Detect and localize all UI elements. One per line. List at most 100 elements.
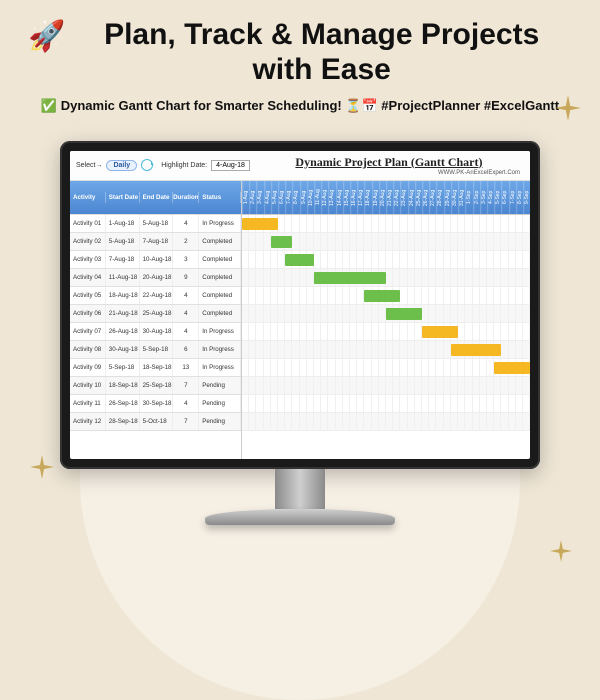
cell-status: Pending [199, 395, 241, 412]
table-row[interactable]: Activity 1228-Sep-185-Oct-187Pending [70, 413, 241, 431]
cell-activity: Activity 12 [70, 413, 106, 430]
gantt-chart: 1-Aug2-Aug3-Aug4-Aug5-Aug6-Aug7-Aug8-Aug… [242, 181, 530, 459]
gantt-row [242, 287, 530, 305]
cell-activity: Activity 03 [70, 251, 106, 268]
cell-activity: Activity 02 [70, 233, 106, 250]
table-row[interactable]: Activity 0830-Aug-185-Sep-186In Progress [70, 341, 241, 359]
page-title: Plan, Track & Manage Projects with Ease [72, 18, 572, 87]
table-row[interactable]: Activity 095-Sep-1818-Sep-1813In Progres… [70, 359, 241, 377]
cell-status: Pending [199, 413, 241, 430]
cell-end: 30-Sep-18 [140, 395, 174, 412]
cell-activity: Activity 08 [70, 341, 106, 358]
gantt-bar[interactable] [451, 344, 501, 356]
table-row[interactable]: Activity 0411-Aug-1820-Aug-189Completed [70, 269, 241, 287]
gantt-row [242, 305, 530, 323]
cell-activity: Activity 01 [70, 215, 106, 232]
cell-start: 26-Sep-18 [106, 395, 140, 412]
cell-status: Completed [199, 305, 241, 322]
monitor-stand-base [205, 509, 395, 525]
cell-duration: 7 [173, 377, 199, 394]
table-row[interactable]: Activity 011-Aug-185-Aug-184In Progress [70, 215, 241, 233]
gantt-row [242, 269, 530, 287]
timeline-day: 3-Sep [480, 181, 487, 214]
cell-status: Completed [199, 287, 241, 304]
cell-start: 18-Sep-18 [106, 377, 140, 394]
site-url: WWW.PK-AnExcelExpert.Com [254, 170, 524, 176]
timeline-day: 23-Aug [400, 181, 407, 214]
gantt-row [242, 413, 530, 431]
cell-duration: 4 [173, 287, 199, 304]
cell-end: 7-Aug-18 [140, 233, 174, 250]
cell-duration: 9 [173, 269, 199, 286]
gantt-bar[interactable] [271, 236, 293, 248]
monitor-stand-neck [275, 469, 325, 509]
gantt-body [242, 215, 530, 459]
cell-duration: 4 [173, 305, 199, 322]
timeline-day: 19-Aug [372, 181, 379, 214]
timeline-day: 3-Aug [256, 181, 263, 214]
table-header: Activity Start Date End Date Duration St… [70, 181, 241, 215]
cell-start: 21-Aug-18 [106, 305, 140, 322]
refresh-icon[interactable] [141, 159, 153, 171]
gantt-bar[interactable] [364, 290, 400, 302]
cell-end: 10-Aug-18 [140, 251, 174, 268]
timeline-day: 8-Aug [292, 181, 299, 214]
timeline-day: 14-Aug [336, 181, 343, 214]
cell-end: 22-Aug-18 [140, 287, 174, 304]
cell-start: 7-Aug-18 [106, 251, 140, 268]
cell-duration: 2 [173, 233, 199, 250]
cell-activity: Activity 06 [70, 305, 106, 322]
table-row[interactable]: Activity 1126-Sep-1830-Sep-184Pending [70, 395, 241, 413]
sparkle-icon [30, 455, 54, 479]
col-start: Start Date [106, 192, 140, 203]
chart-title: Dynamic Project Plan (Gantt Chart) [254, 155, 524, 170]
cell-end: 25-Sep-18 [140, 377, 174, 394]
view-daily-button[interactable]: Daily [106, 160, 137, 171]
table-row[interactable]: Activity 0621-Aug-1825-Aug-184Completed [70, 305, 241, 323]
timeline-day: 29-Aug [444, 181, 451, 214]
timeline-day: 1-Sep [465, 181, 472, 214]
gantt-timeline-header: 1-Aug2-Aug3-Aug4-Aug5-Aug6-Aug7-Aug8-Aug… [242, 181, 530, 215]
gantt-row [242, 251, 530, 269]
activity-table: Activity Start Date End Date Duration St… [70, 181, 242, 459]
cell-duration: 4 [173, 215, 199, 232]
cell-start: 28-Sep-18 [106, 413, 140, 430]
timeline-day: 30-Aug [451, 181, 458, 214]
cell-activity: Activity 04 [70, 269, 106, 286]
cell-start: 5-Aug-18 [106, 233, 140, 250]
gantt-bar[interactable] [314, 272, 386, 284]
gantt-bar[interactable] [422, 326, 458, 338]
cell-duration: 13 [173, 359, 199, 376]
cell-activity: Activity 07 [70, 323, 106, 340]
cell-start: 11-Aug-18 [106, 269, 140, 286]
timeline-day: 20-Aug [379, 181, 386, 214]
select-label: Select→ [76, 162, 102, 169]
cell-activity: Activity 10 [70, 377, 106, 394]
highlight-date-input[interactable]: 4-Aug-18 [211, 160, 250, 171]
col-activity: Activity [70, 192, 106, 203]
cell-end: 5-Sep-18 [140, 341, 174, 358]
gantt-bar[interactable] [494, 362, 530, 374]
cell-start: 30-Aug-18 [106, 341, 140, 358]
cell-activity: Activity 05 [70, 287, 106, 304]
gantt-bar[interactable] [386, 308, 422, 320]
cell-status: Completed [199, 233, 241, 250]
cell-duration: 6 [173, 341, 199, 358]
cell-end: 5-Aug-18 [140, 215, 174, 232]
gantt-bar[interactable] [285, 254, 314, 266]
table-row[interactable]: Activity 025-Aug-187-Aug-182Completed [70, 233, 241, 251]
table-row[interactable]: Activity 0518-Aug-1822-Aug-184Completed [70, 287, 241, 305]
gantt-row [242, 215, 530, 233]
toolbar: Select→ Daily Highlight Date: 4-Aug-18 D… [70, 151, 530, 181]
cell-status: In Progress [199, 341, 241, 358]
table-row[interactable]: Activity 037-Aug-1810-Aug-183Completed [70, 251, 241, 269]
timeline-day: 9-Aug [300, 181, 307, 214]
gantt-bar[interactable] [242, 218, 278, 230]
cell-end: 18-Sep-18 [140, 359, 174, 376]
table-row[interactable]: Activity 0726-Aug-1830-Aug-184In Progres… [70, 323, 241, 341]
gantt-row [242, 341, 530, 359]
timeline-day: 24-Aug [408, 181, 415, 214]
timeline-day: 10-Aug [307, 181, 314, 214]
gantt-row [242, 395, 530, 413]
table-row[interactable]: Activity 1018-Sep-1825-Sep-187Pending [70, 377, 241, 395]
